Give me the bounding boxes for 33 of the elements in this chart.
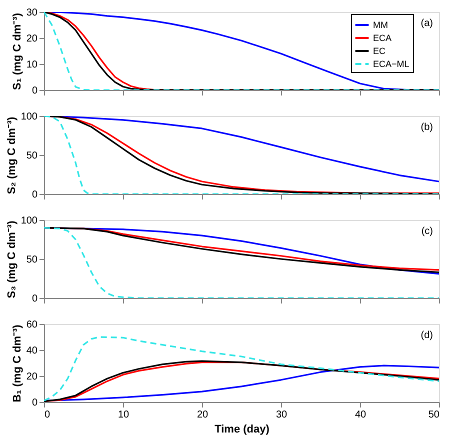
y-tick-label: 20 <box>26 34 38 44</box>
y-tick-label: 0 <box>32 398 38 408</box>
y-axis-title: S₁ (mg C dm⁻³) <box>11 12 24 90</box>
y-tick-label: 60 <box>26 320 38 330</box>
x-axis-title: Time (day) <box>214 424 270 436</box>
y-tick-label: 30 <box>26 8 38 18</box>
y-tick-label: 0 <box>32 294 38 304</box>
x-tick-label: 10 <box>118 410 130 420</box>
x-tick-label: 40 <box>354 410 366 420</box>
y-axis-title: B₁ (mg C dm⁻³) <box>11 324 24 402</box>
x-tick-label: 50 <box>428 410 440 420</box>
legend-label: EC <box>373 46 386 56</box>
y-tick-label: 0 <box>32 190 38 200</box>
annotation: (b) <box>420 122 433 133</box>
y-tick-label: 100 <box>20 216 38 226</box>
y-tick-label: 50 <box>26 254 38 266</box>
x-tick-label: 20 <box>196 410 208 420</box>
y-tick-label: 40 <box>26 346 38 356</box>
y-axis-title: S₃ (mg C dm⁻³) <box>6 220 18 298</box>
x-tick-label: 30 <box>276 410 288 420</box>
y-axis-title: S₂ (mg C dm⁻³) <box>6 116 18 194</box>
legend-label: ECA−ML <box>373 59 410 69</box>
y-tick-label: 50 <box>26 150 38 162</box>
y-tick-label: 20 <box>26 372 38 382</box>
y-tick-label: 10 <box>26 60 38 70</box>
x-tick-label: 0 <box>44 410 50 420</box>
y-tick-label: 0 <box>32 86 38 96</box>
annotation: (c) <box>421 226 433 237</box>
annotation: (a) <box>420 18 433 29</box>
annotation: (d) <box>420 330 433 341</box>
y-tick-label: 100 <box>20 112 38 122</box>
legend-label: MM <box>373 20 388 30</box>
legend-label: ECA <box>373 33 392 43</box>
